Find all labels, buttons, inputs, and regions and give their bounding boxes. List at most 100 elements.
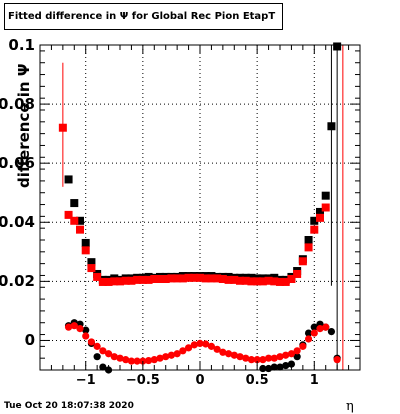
- data-point-square: [276, 277, 284, 286]
- data-point-circle: [156, 354, 164, 362]
- data-point-circle: [150, 356, 158, 364]
- data-point-circle: [196, 339, 204, 348]
- data-point-square: [321, 191, 330, 200]
- data-point-square: [281, 277, 290, 286]
- data-point-square: [76, 225, 84, 234]
- x-tick-label: −1: [75, 373, 96, 388]
- data-point-circle: [82, 326, 90, 334]
- data-point-circle: [253, 356, 261, 364]
- data-point-circle: [99, 363, 107, 371]
- data-point-circle: [293, 353, 301, 361]
- data-point-square: [121, 276, 130, 285]
- data-point-circle: [207, 342, 216, 350]
- data-point-square: [58, 123, 67, 132]
- data-point-square: [213, 274, 222, 283]
- y-tick-label: 0.06: [0, 154, 35, 173]
- data-point-circle: [282, 361, 290, 370]
- data-point-square: [70, 199, 79, 208]
- data-point-square: [298, 257, 307, 266]
- data-point-square: [178, 274, 187, 283]
- data-point-circle: [202, 340, 210, 348]
- data-point-square: [98, 277, 107, 286]
- error-bars: [62, 45, 344, 370]
- y-tick-label: 0.08: [0, 95, 35, 114]
- data-point-circle: [293, 347, 301, 355]
- x-tick-label: 1: [309, 373, 319, 388]
- data-point-circle: [184, 344, 193, 352]
- data-point-square: [144, 275, 153, 284]
- data-point-circle: [213, 345, 221, 353]
- data-point-circle: [259, 356, 267, 364]
- data-point-square: [258, 277, 267, 286]
- data-point-circle: [304, 329, 313, 337]
- data-point-square: [316, 207, 324, 216]
- x-tick-label: 0.5: [245, 373, 269, 388]
- data-point-square: [327, 122, 336, 131]
- data-point-square: [316, 213, 324, 222]
- data-point-circle: [179, 347, 187, 355]
- data-point-circle: [110, 353, 118, 361]
- data-point-square: [241, 276, 250, 285]
- data-point-circle: [127, 357, 136, 365]
- x-tick-label: 0: [195, 373, 205, 388]
- data-point-circle: [133, 357, 141, 365]
- data-point-circle: [327, 327, 336, 336]
- axes-frame: [39, 44, 361, 371]
- data-point-circle: [104, 350, 113, 358]
- x-axis-label: η: [346, 399, 354, 414]
- data-point-circle: [299, 342, 307, 350]
- data-point-circle: [162, 353, 170, 361]
- data-point-circle: [224, 350, 233, 358]
- data-markers: [58, 42, 342, 374]
- y-tick-label: 0: [24, 331, 35, 350]
- data-point-circle: [64, 323, 73, 331]
- data-point-square: [196, 273, 204, 282]
- data-point-square: [81, 238, 90, 247]
- data-point-circle: [287, 350, 296, 358]
- data-point-circle: [242, 354, 250, 362]
- data-point-circle: [167, 351, 176, 359]
- data-point-square: [247, 277, 256, 286]
- data-point-circle: [82, 332, 90, 340]
- data-point-circle: [230, 351, 238, 359]
- data-point-square: [87, 258, 96, 267]
- data-point-square: [207, 274, 216, 283]
- data-point-circle: [304, 335, 313, 343]
- data-point-square: [76, 216, 84, 225]
- data-point-square: [264, 276, 273, 285]
- data-point-circle: [322, 323, 330, 331]
- data-point-circle: [270, 363, 278, 371]
- data-point-square: [116, 277, 124, 286]
- data-point-square: [127, 276, 136, 285]
- data-point-circle: [99, 347, 107, 355]
- chart-title: Fitted difference in Ψ for Global Rec Pi…: [4, 3, 283, 30]
- data-point-square: [310, 225, 319, 234]
- data-point-circle: [93, 353, 101, 361]
- data-point-square: [173, 274, 182, 283]
- data-point-square: [310, 216, 319, 225]
- data-point-circle: [70, 322, 78, 330]
- data-point-circle: [144, 356, 153, 365]
- data-point-circle: [264, 354, 273, 362]
- data-point-circle: [282, 351, 290, 359]
- data-point-circle: [333, 356, 341, 364]
- y-tick-label: 0.04: [0, 213, 35, 232]
- data-point-square: [253, 277, 262, 286]
- data-point-square: [287, 275, 296, 283]
- data-point-square: [133, 275, 142, 284]
- data-point-square: [64, 210, 73, 219]
- data-point-square: [190, 273, 199, 282]
- data-point-square: [236, 276, 244, 285]
- data-point-circle: [316, 325, 324, 333]
- data-point-square: [156, 275, 164, 283]
- data-point-circle: [247, 356, 256, 364]
- data-point-circle: [122, 356, 130, 364]
- data-point-square: [304, 243, 313, 252]
- data-point-square: [93, 272, 102, 281]
- data-point-square: [110, 277, 119, 286]
- data-point-square: [224, 275, 233, 284]
- y-tick-label: 0.1: [8, 36, 35, 54]
- data-point-circle: [287, 360, 296, 368]
- data-point-square: [150, 275, 159, 283]
